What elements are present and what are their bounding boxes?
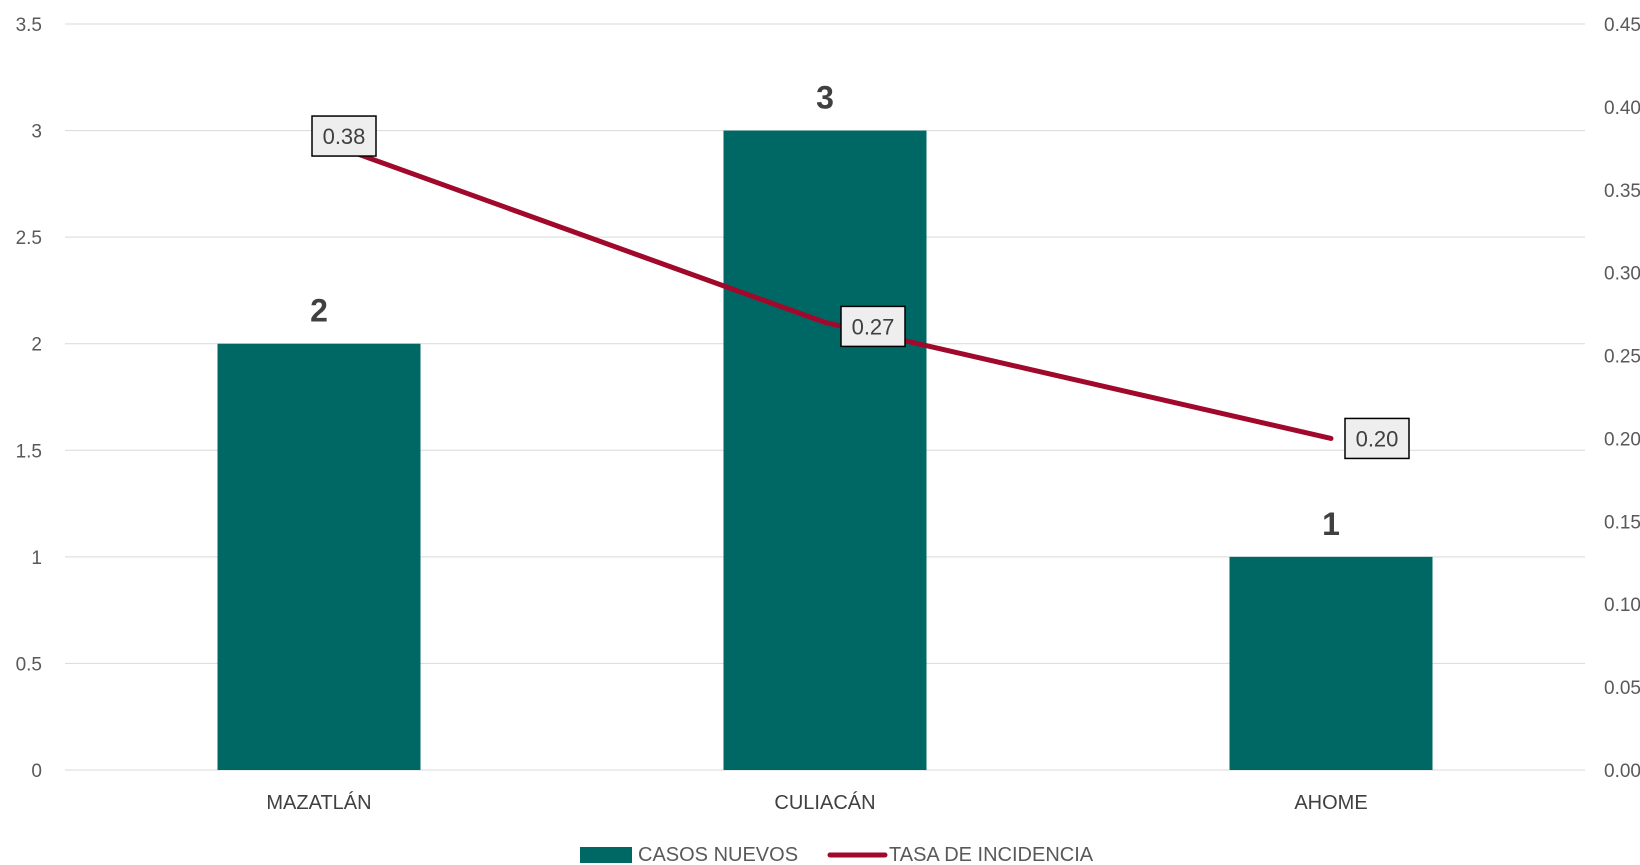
right-tick-label: 0.20 [1604, 429, 1640, 450]
bar-series: 2 3 1 [217, 80, 1433, 771]
left-tick-label: 3 [31, 122, 42, 143]
bar [723, 130, 927, 771]
line-data-label-box [840, 305, 906, 348]
line-data-label: 0.20 [1344, 417, 1410, 460]
left-tick-label: 0 [31, 761, 42, 782]
legend: CASOS NUEVOS TASA DE INCIDENCIA [580, 844, 1094, 865]
right-tick-label: 0.05 [1604, 678, 1640, 699]
right-tick-label: 0.15 [1604, 512, 1640, 533]
category-label: AHOME [1294, 792, 1367, 814]
line-data-label-box [311, 115, 377, 157]
left-tick-label: 3.5 [16, 15, 42, 36]
category-label: MAZATLÁN [266, 791, 371, 814]
legend-label-casos-nuevos: CASOS NUEVOS [638, 844, 798, 865]
line-data-label-text: 0.27 [852, 314, 895, 339]
line-data-label: 0.27 [840, 305, 906, 348]
bar [1229, 556, 1433, 770]
left-tick-label: 1.5 [16, 441, 42, 462]
legend-swatch-casos-nuevos [580, 847, 632, 863]
right-tick-label: 0.45 [1604, 15, 1640, 36]
bar-data-label: 3 [816, 80, 834, 116]
bar-data-label: 2 [310, 293, 328, 329]
line-series: 0.38 0.27 0.20 [311, 115, 1410, 460]
right-tick-label: 0.40 [1604, 98, 1640, 119]
left-tick-label: 0.5 [16, 654, 42, 675]
line-path [316, 137, 1334, 441]
line-data-label-text: 0.20 [1356, 426, 1399, 451]
right-tick-label: 0.25 [1604, 347, 1640, 368]
right-tick-label: 0.00 [1604, 761, 1640, 782]
left-axis-ticks: 0 0.5 1 1.5 2 2.5 3 3.5 [16, 15, 42, 782]
bar [217, 343, 421, 770]
right-tick-label: 0.10 [1604, 595, 1640, 616]
left-tick-label: 2 [31, 335, 42, 356]
category-label: CULIACÁN [774, 791, 875, 814]
line-data-label: 0.38 [311, 115, 377, 157]
right-tick-label: 0.30 [1604, 264, 1640, 285]
bar-data-label: 1 [1322, 506, 1340, 542]
right-tick-label: 0.35 [1604, 181, 1640, 202]
left-tick-label: 2.5 [16, 228, 42, 249]
category-axis: MAZATLÁN CULIACÁN AHOME [266, 791, 1367, 814]
right-axis-ticks: 0.00 0.05 0.10 0.15 0.20 0.25 0.30 0.35 0.40 0.45 [1604, 15, 1640, 782]
legend-label-tasa-de-incidencia: TASA DE INCIDENCIA [889, 844, 1094, 865]
line-data-label-text: 0.38 [323, 124, 366, 149]
line-data-label-box [1344, 417, 1410, 460]
left-tick-label: 1 [31, 548, 42, 569]
